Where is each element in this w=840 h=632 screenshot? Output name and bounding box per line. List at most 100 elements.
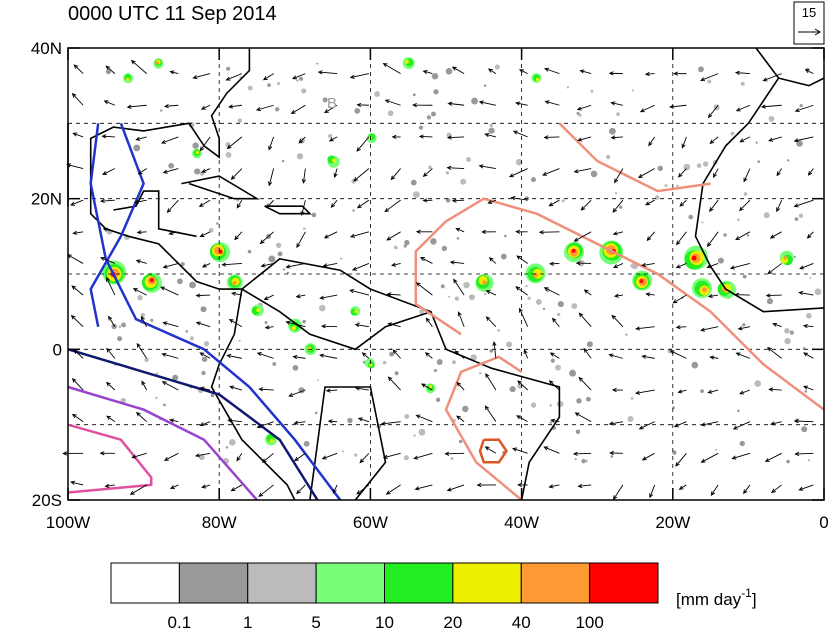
- light-precip: [340, 257, 343, 260]
- wind-vector: [451, 66, 465, 75]
- light-precip: [389, 351, 395, 357]
- wind-vector: [255, 104, 274, 112]
- wind-vector: [380, 421, 401, 426]
- wind-vector: [645, 292, 655, 297]
- wind-vector: [354, 323, 369, 328]
- wind-vector: [301, 168, 306, 184]
- light-precip: [282, 268, 286, 271]
- wind-vector: [199, 386, 211, 391]
- map: [62, 47, 825, 501]
- wind-vector: [732, 421, 751, 430]
- wind-vector: [700, 452, 719, 463]
- light-precip: [216, 222, 219, 225]
- light-precip: [509, 386, 516, 393]
- wind-vector: [767, 263, 782, 275]
- light-precip: [418, 125, 424, 130]
- wind-vector: [612, 199, 624, 213]
- wind-vector: [288, 389, 306, 397]
- wind-vector: [168, 231, 179, 236]
- precip-cell: [532, 272, 538, 278]
- wind-vector: [382, 63, 401, 75]
- lat-label: 20S: [32, 491, 62, 510]
- wind-vector: [390, 168, 401, 181]
- title: 0000 UTC 11 Sep 2014: [68, 3, 277, 25]
- wind-vector: [478, 164, 496, 169]
- wind-vector: [136, 230, 147, 235]
- wind-vector: [485, 372, 497, 391]
- contour-line: [444, 355, 523, 501]
- light-precip: [144, 357, 149, 363]
- light-precip: [576, 111, 580, 115]
- wind-vector: [103, 100, 116, 106]
- light-precip: [654, 195, 660, 200]
- wind-vector: [160, 136, 179, 144]
- wind-vector: [608, 71, 623, 76]
- light-precip: [121, 322, 127, 328]
- wind-vector: [100, 257, 116, 264]
- light-precip: [210, 393, 215, 398]
- light-precip: [163, 403, 166, 407]
- wind-vector: [454, 350, 465, 359]
- light-precip: [627, 416, 634, 422]
- wind-vector: [739, 136, 751, 143]
- wind-vector: [133, 199, 147, 204]
- light-precip: [192, 142, 199, 149]
- light-precip: [410, 179, 417, 186]
- light-precip: [301, 88, 307, 94]
- light-precip: [515, 158, 523, 166]
- wind-vector: [644, 71, 655, 77]
- light-precip: [739, 440, 745, 447]
- wind-vector: [70, 480, 84, 486]
- light-precip: [225, 151, 232, 158]
- wind-vector: [382, 452, 401, 459]
- light-precip: [194, 168, 201, 175]
- light-precip: [419, 309, 424, 315]
- wind-vector: [776, 168, 783, 177]
- light-precip: [530, 402, 537, 408]
- coastline: [241, 288, 432, 351]
- wind-vector: [351, 263, 370, 271]
- wind-vector: [484, 132, 497, 138]
- wind-vector: [675, 231, 687, 246]
- light-precip: [610, 455, 614, 458]
- light-precip: [578, 113, 582, 117]
- wind-vector: [266, 199, 274, 209]
- lon-label: 100W: [46, 513, 90, 532]
- wind-vector: [330, 199, 338, 209]
- wind-vector: [707, 293, 719, 299]
- wind-vector: [135, 259, 147, 264]
- wind-vector: [361, 352, 370, 359]
- light-precip: [137, 295, 143, 301]
- wind-vector: [106, 276, 116, 296]
- light-precip: [755, 141, 758, 144]
- precip-cell: [369, 363, 373, 367]
- lon-label: 0: [819, 513, 828, 532]
- light-precip: [456, 237, 460, 240]
- wind-vector: [515, 101, 528, 106]
- wind-vector: [327, 419, 338, 424]
- light-precip: [203, 341, 210, 347]
- wind-vector: [160, 286, 179, 296]
- lat-label: 0: [53, 340, 62, 359]
- wind-vector: [484, 405, 497, 422]
- wind-vector: [794, 104, 814, 113]
- light-precip: [247, 249, 252, 254]
- light-precip: [801, 426, 808, 433]
- light-precip: [798, 213, 804, 218]
- wind-vector: [543, 446, 560, 454]
- wind-vector: [611, 314, 624, 328]
- wind-vector: [290, 104, 306, 115]
- wind-vector: [300, 200, 306, 217]
- wind-vector: [295, 294, 306, 299]
- light-precip: [504, 234, 507, 238]
- wind-vector: [323, 104, 338, 114]
- wind-vector: [481, 229, 496, 235]
- wind-vector: [764, 452, 782, 462]
- wind-vector: [700, 73, 719, 82]
- wind-vector: [387, 322, 401, 328]
- light-precip: [619, 205, 623, 209]
- contour-line: [89, 122, 145, 327]
- wind-vector: [641, 452, 655, 461]
- wind-vector: [765, 293, 782, 298]
- wind-vector: [161, 352, 179, 359]
